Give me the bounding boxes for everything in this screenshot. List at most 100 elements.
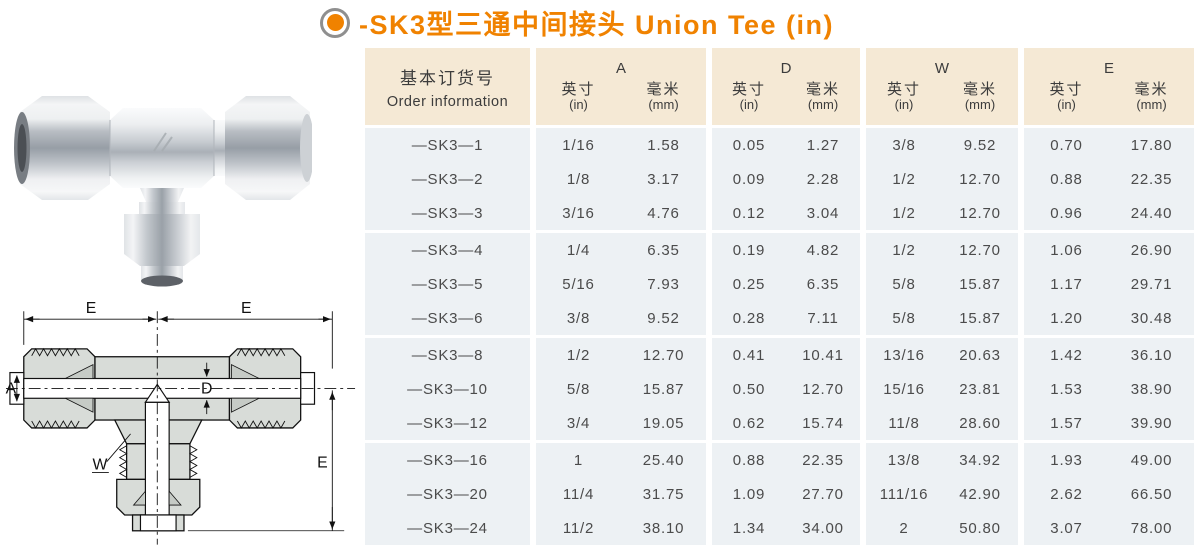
table-row: 1/4 6.35 [536, 233, 706, 267]
inch-value-cell: 0.19 [732, 241, 766, 259]
inch-label-cn: 英寸 [886, 80, 921, 98]
table-row: 11/2 38.10 [536, 511, 706, 545]
mm-value-cell: 66.50 [1130, 485, 1173, 503]
tee-cross-section-drawing: E E A D W E [6, 300, 356, 545]
mm-value-cell: 36.10 [1130, 346, 1173, 364]
mm-value-cell: 4.76 [647, 204, 680, 222]
table-row: —SK3—20 [365, 477, 530, 511]
row-group: 1/16 1.58 1/8 3.17 3/16 4.76 [536, 128, 706, 230]
mm-value-cell: 50.80 [959, 519, 1001, 537]
order-number-cell: —SK3—10 [407, 380, 488, 398]
mm-label-cn: 毫米 [646, 80, 681, 98]
mm-value-cell: 12.70 [959, 170, 1001, 188]
inch-value-cell: 0.41 [732, 346, 766, 364]
order-number-cell: —SK3—8 [411, 346, 484, 364]
inch-value-cell: 2 [899, 519, 909, 537]
dim-label-e-top-right: E [241, 300, 252, 317]
table-row: 1/8 3.17 [536, 162, 706, 196]
table-row: —SK3—2 [365, 162, 530, 196]
row-group: 1/2 12.70 5/8 15.87 3/4 19.05 [536, 338, 706, 440]
inch-value-cell: 0.62 [732, 414, 766, 432]
etched-logo-mark [153, 132, 173, 152]
table-row: —SK3—24 [365, 511, 530, 545]
mm-value-cell: 29.71 [1130, 275, 1173, 293]
group-header-a: A 英寸 (in) 毫米 (mm) [536, 48, 706, 125]
mm-value-cell: 2.28 [806, 170, 840, 188]
row-group: 0.88 22.35 1.09 27.70 1.34 34.00 [712, 443, 860, 545]
subheader-row: 英寸 (in) 毫米 (mm) [866, 81, 1018, 113]
inch-value-cell: 0.09 [732, 170, 766, 188]
mm-value-cell: 7.93 [647, 275, 680, 293]
product-photo [12, 48, 314, 293]
table-row: 1.20 30.48 [1024, 301, 1194, 335]
inch-value-cell: 5/8 [892, 309, 916, 327]
table-row: 0.50 12.70 [712, 372, 860, 406]
mm-label-cn: 毫米 [805, 80, 840, 98]
table-row: —SK3—6 [365, 301, 530, 335]
dim-label-e-top-left: E [86, 300, 97, 317]
union-tee-photo-image [14, 96, 314, 287]
row-group: 1/2 12.70 5/8 15.87 5/8 15.87 [866, 233, 1018, 335]
inch-value-cell: 0.12 [732, 204, 766, 222]
order-number-cell: —SK3—2 [411, 170, 484, 188]
order-header-en: Order information [386, 93, 509, 110]
inch-value-cell: 0.96 [1050, 204, 1083, 222]
row-group: 0.19 4.82 0.25 6.35 0.28 7.11 [712, 233, 860, 335]
mm-value-cell: 34.00 [802, 519, 844, 537]
mm-value-cell: 1.58 [647, 136, 680, 154]
mm-value-cell: 25.40 [642, 451, 685, 469]
order-number-cell: —SK3—4 [411, 241, 484, 259]
table-row: —SK3—4 [365, 233, 530, 267]
inch-value-cell: 1.17 [1050, 275, 1083, 293]
table-row: 11/8 28.60 [866, 406, 1018, 440]
table-row: 1/2 12.70 [866, 196, 1018, 230]
table-row: 1.93 49.00 [1024, 443, 1194, 477]
inch-value-cell: 1.93 [1050, 451, 1083, 469]
mm-value-cell: 12.70 [642, 346, 685, 364]
group-letter: A [615, 59, 626, 77]
table-row: 1/16 1.58 [536, 128, 706, 162]
mm-value-cell: 23.81 [959, 380, 1001, 398]
mm-subheader: 毫米 (mm) [621, 81, 706, 113]
group-letter: D [780, 59, 792, 77]
mm-value-cell: 26.90 [1130, 241, 1173, 259]
table-row: —SK3—5 [365, 267, 530, 301]
table-row: 5/8 15.87 [866, 301, 1018, 335]
inch-value-cell: 3/8 [566, 309, 591, 327]
inch-value-cell: 1/2 [892, 241, 916, 259]
mm-value-cell: 27.70 [802, 485, 844, 503]
table-row: —SK3—1 [365, 128, 530, 162]
order-header: 基本订货号 Order information [365, 48, 530, 125]
group-column-w: W 英寸 (in) 毫米 (mm) 3/8 9.52 1/2 12.70 1/2 12.7… [866, 48, 1018, 545]
mm-value-cell: 20.63 [959, 346, 1001, 364]
inch-value-cell: 0.25 [732, 275, 766, 293]
group-column-body: 0.05 1.27 0.09 2.28 0.12 3.04 0.19 4.82 0.25 6.35… [712, 125, 860, 545]
mm-value-cell: 17.80 [1130, 136, 1173, 154]
inch-label-unit: (in) [1057, 97, 1076, 113]
inch-subheader: 英寸 (in) [712, 81, 786, 113]
dimension-labels: E E A D W E [6, 300, 328, 473]
mm-value-cell: 3.04 [806, 204, 840, 222]
table-row: 11/4 31.75 [536, 477, 706, 511]
order-column: 基本订货号 Order information —SK3—1 —SK3—2 —SK3… [365, 48, 530, 545]
table-row: 0.05 1.27 [712, 128, 860, 162]
row-group: 1/4 6.35 5/16 7.93 3/8 9.52 [536, 233, 706, 335]
dim-label-e-right: E [317, 455, 328, 472]
inch-label-cn: 英寸 [1049, 80, 1084, 98]
table-row: 0.70 17.80 [1024, 128, 1194, 162]
inch-value-cell: 0.70 [1050, 136, 1083, 154]
mm-value-cell: 31.75 [642, 485, 685, 503]
dim-label-a: A [6, 380, 17, 397]
inch-value-cell: 1.09 [732, 485, 766, 503]
mm-value-cell: 19.05 [642, 414, 685, 432]
order-number-cell: —SK3—12 [407, 414, 488, 432]
table-row: 2 50.80 [866, 511, 1018, 545]
inch-value-cell: 111/16 [879, 485, 929, 503]
table-row: —SK3—3 [365, 196, 530, 230]
title-bullet-icon [320, 7, 350, 38]
mm-value-cell: 24.40 [1130, 204, 1173, 222]
table-row: 1/2 12.70 [866, 233, 1018, 267]
inch-value-cell: 3/16 [562, 204, 595, 222]
inch-value-cell: 2.62 [1050, 485, 1083, 503]
dim-label-w: W [92, 456, 107, 473]
